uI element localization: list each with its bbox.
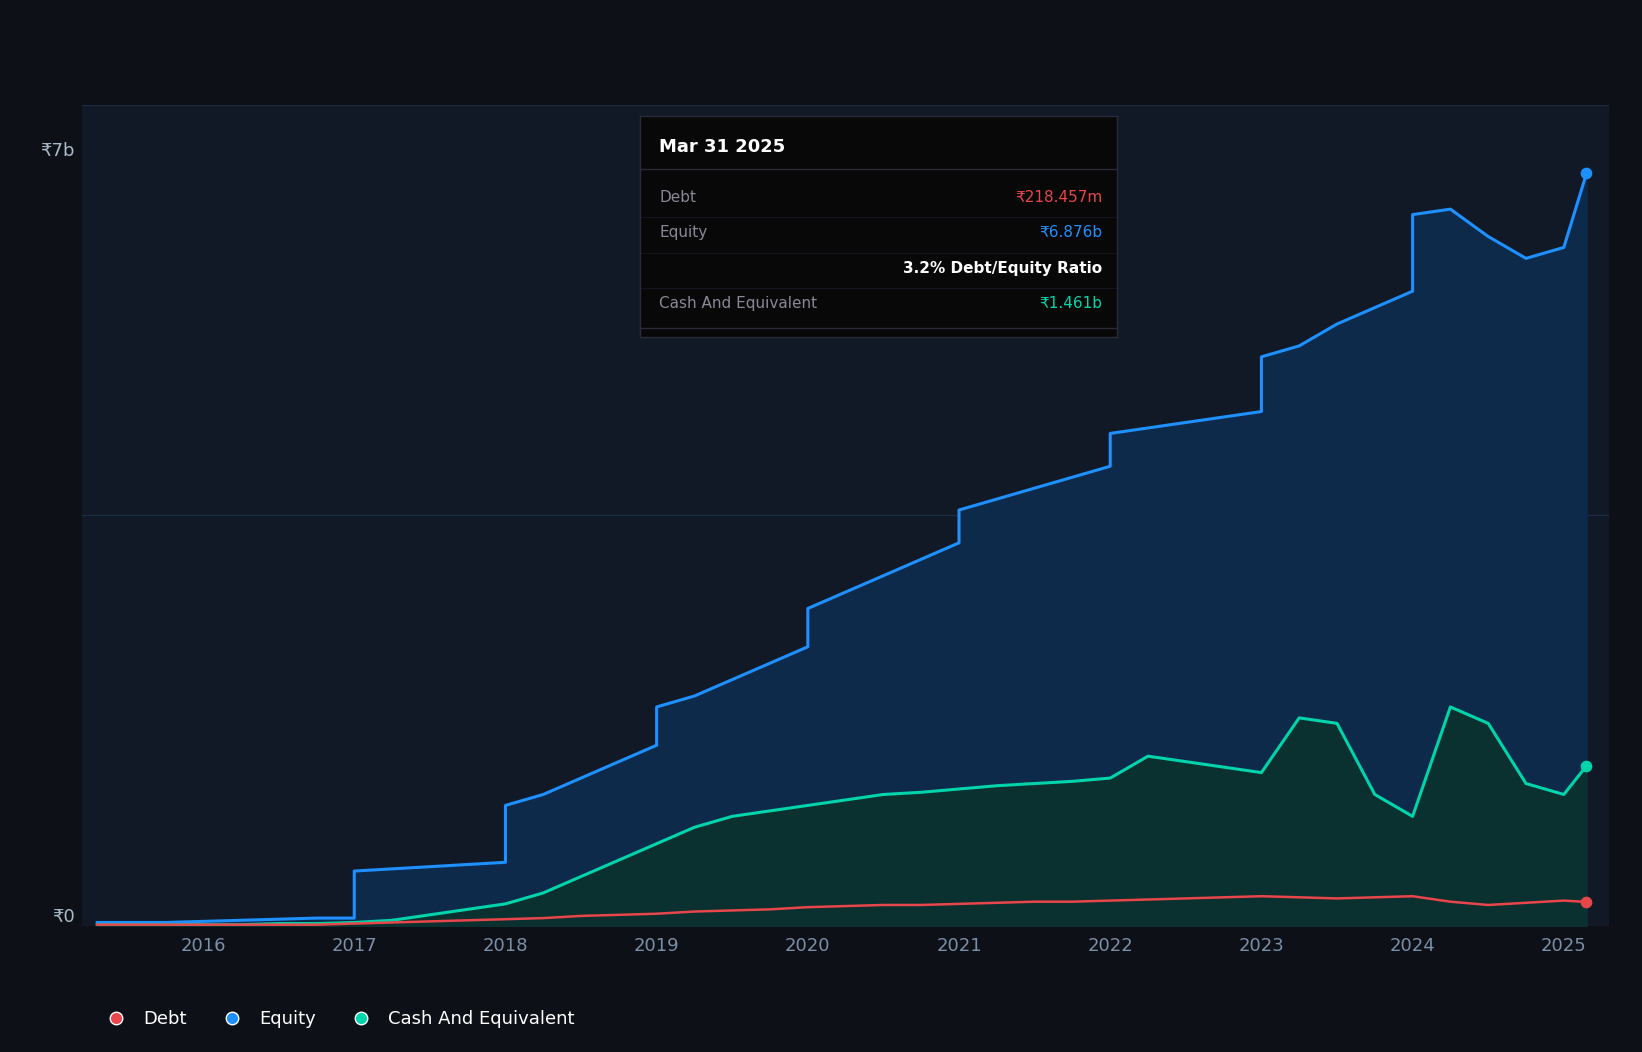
Point [1573,757,1599,774]
Text: ₹1.461b: ₹1.461b [1039,296,1102,311]
Text: ₹7b: ₹7b [39,142,74,160]
Text: Debt: Debt [660,190,696,205]
Text: ₹218.457m: ₹218.457m [1015,190,1102,205]
Legend: Debt, Equity, Cash And Equivalent: Debt, Equity, Cash And Equivalent [90,1004,581,1036]
Text: ₹0: ₹0 [51,908,74,926]
Text: Cash And Equivalent: Cash And Equivalent [660,296,818,311]
Point [1573,893,1599,910]
Text: Equity: Equity [660,225,708,240]
Text: Mar 31 2025: Mar 31 2025 [660,138,785,156]
Point [1573,165,1599,182]
Text: ₹6.876b: ₹6.876b [1039,225,1102,240]
Text: 3.2% Debt/Equity Ratio: 3.2% Debt/Equity Ratio [903,261,1102,276]
